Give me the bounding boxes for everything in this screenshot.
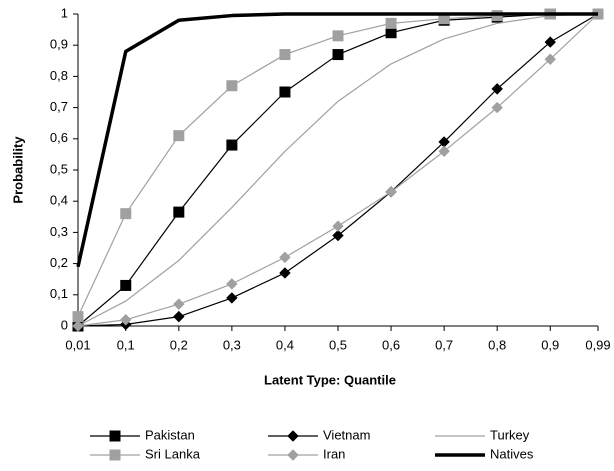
data-point (120, 208, 132, 220)
data-point (120, 279, 132, 291)
data-point (226, 292, 238, 304)
data-point (544, 53, 556, 65)
legend-marker (287, 430, 299, 442)
data-point (173, 130, 185, 142)
data-point (120, 314, 132, 326)
data-point (332, 49, 344, 61)
data-point (226, 278, 238, 290)
y-tick-label: 0,2 (50, 255, 68, 270)
data-point (279, 267, 291, 279)
data-point (279, 251, 291, 264)
data-point (279, 86, 291, 98)
data-point (385, 186, 397, 198)
legend-marker (287, 449, 299, 461)
data-point (332, 220, 344, 232)
data-point (72, 311, 84, 323)
data-point (491, 101, 503, 114)
x-axis-title: Latent Type: Quantile (264, 372, 396, 387)
y-tick-label: 0 (61, 317, 68, 332)
data-point (72, 320, 84, 332)
legend-label: Natives (490, 446, 534, 461)
y-tick-label: 0,8 (50, 68, 68, 83)
y-tick-label: 0,1 (50, 286, 68, 301)
legend-label: Sri Lanka (145, 446, 201, 461)
x-tick-label: 0,1 (117, 337, 135, 352)
data-point (173, 310, 185, 323)
y-tick-label: 0,4 (50, 193, 68, 208)
y-tick-label: 0,6 (50, 130, 68, 145)
data-point (491, 83, 503, 95)
y-tick-label: 0,9 (50, 37, 68, 52)
data-point (332, 229, 344, 242)
legend-label: Vietnam (323, 427, 370, 442)
series-line (76, 12, 598, 268)
data-point (226, 80, 238, 92)
x-tick-label: 0,8 (488, 337, 506, 352)
series-line (77, 13, 599, 327)
data-point (173, 298, 185, 310)
x-tick-label: 0,2 (170, 337, 188, 352)
legend-label: Iran (323, 446, 345, 461)
legend-label: Turkey (490, 427, 530, 442)
y-tick-label: 1 (61, 5, 68, 20)
x-tick-label: 0,6 (382, 337, 400, 352)
x-tick-label: 0,5 (329, 337, 347, 352)
y-tick-label: 0,7 (50, 99, 68, 114)
data-point (279, 49, 291, 61)
y-axis-title: Probability (10, 136, 25, 204)
data-point (438, 145, 450, 157)
legend-label: Pakistan (145, 427, 195, 442)
y-tick-label: 0,5 (50, 161, 68, 176)
x-tick-label: 0,3 (223, 337, 241, 352)
legend-marker (109, 449, 121, 461)
x-tick-label: 0,7 (435, 337, 453, 352)
data-point (544, 36, 556, 48)
y-tick-label: 0,3 (50, 224, 68, 239)
data-point (173, 206, 185, 218)
x-tick-label: 0,9 (541, 337, 559, 352)
legend-marker (109, 430, 121, 442)
data-point (332, 30, 344, 42)
x-tick-label: 0,99 (585, 337, 610, 352)
x-tick-label: 0,4 (276, 337, 294, 352)
data-point (226, 139, 238, 151)
data-point (385, 27, 397, 39)
x-tick-label: 0,01 (65, 337, 90, 352)
data-point (385, 17, 397, 29)
